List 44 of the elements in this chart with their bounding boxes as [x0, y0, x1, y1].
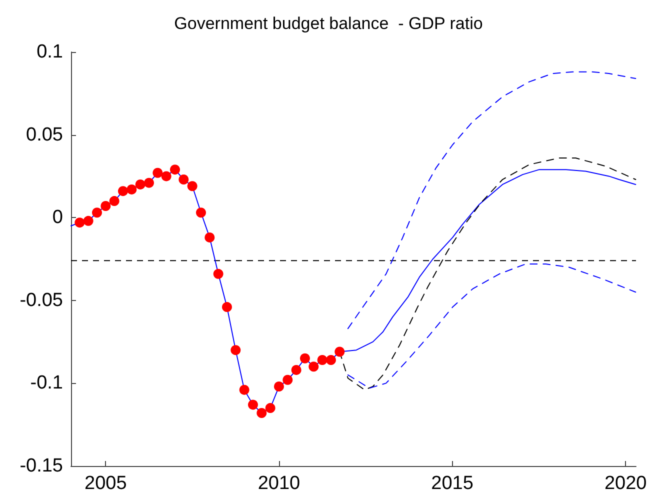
point [100, 201, 111, 212]
point [74, 218, 85, 228]
point [213, 268, 224, 279]
chart-title: Government budget balance - GDP ratio [174, 14, 483, 33]
point [291, 364, 302, 375]
y-tick-label: -0.1 [30, 372, 63, 394]
point [144, 178, 154, 188]
line-series [347, 263, 636, 389]
point [204, 232, 215, 242]
point [230, 345, 241, 356]
point [256, 408, 267, 418]
point [118, 186, 128, 196]
point [170, 164, 180, 175]
x-tick-label: 2020 [604, 473, 647, 494]
y-tick-label: -0.05 [20, 290, 63, 311]
line-series [347, 71, 636, 330]
point [126, 184, 137, 194]
point [92, 208, 102, 218]
point [109, 196, 120, 206]
point [222, 302, 232, 312]
point [187, 181, 198, 192]
point [248, 400, 258, 410]
point [274, 382, 284, 392]
point [265, 403, 276, 414]
y-tick-label: -0.15 [20, 456, 63, 476]
x-tick-label: 2010 [258, 473, 300, 494]
point [282, 374, 293, 385]
y-tick-label: 0.05 [26, 124, 63, 146]
y-tick-label: 0 [52, 207, 63, 228]
point [308, 362, 319, 372]
point [334, 346, 345, 357]
point [239, 384, 250, 395]
point [83, 216, 94, 226]
point [326, 355, 336, 366]
point [178, 174, 189, 185]
x-tick-label: 2005 [84, 473, 127, 494]
point [196, 208, 206, 218]
x-tick-label: 2015 [431, 473, 474, 494]
point [317, 355, 328, 366]
point [161, 171, 172, 182]
y-tick-label: 0.1 [36, 42, 63, 62]
point [135, 179, 146, 190]
point [152, 168, 163, 178]
point [300, 353, 310, 364]
